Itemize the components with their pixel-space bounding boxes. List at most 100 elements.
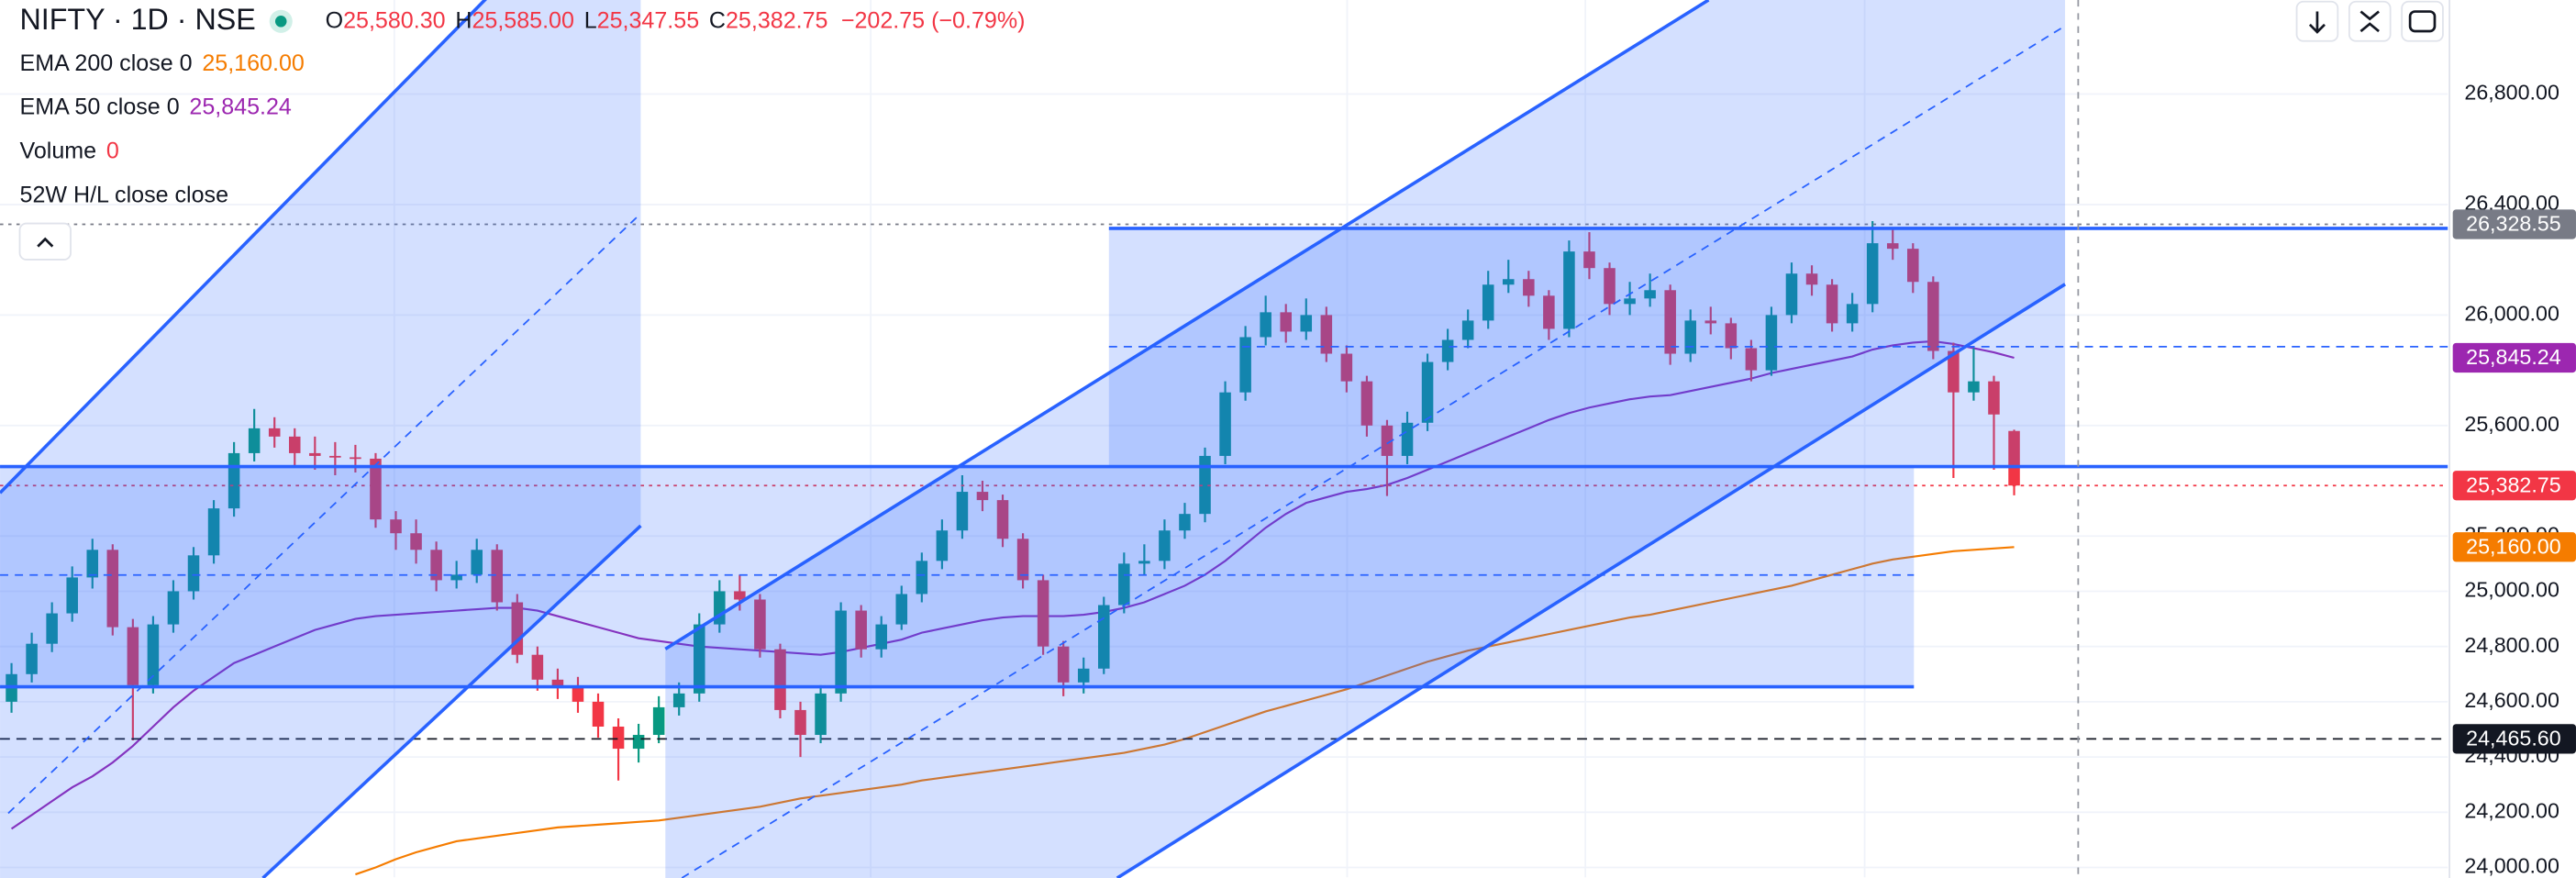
price-badge-label: 24,465.60 [2466,726,2561,750]
candle-body [1886,243,1899,250]
button-icon [2359,10,2380,33]
candle-body [632,735,645,750]
channel-fill [0,0,641,878]
indicator: EMA 50 close 0 25,845.24 [20,94,292,119]
ohlc-key: L [584,7,597,33]
button-icon [2408,10,2437,33]
candle-body [1988,381,2000,415]
candle-body [1098,605,1110,669]
candle-body [895,594,908,625]
ema-line [10,339,2015,830]
price-badge [2452,471,2576,501]
candle-body [1280,312,1292,332]
candle-body [1785,273,1798,316]
candle-body [1300,315,1313,332]
candle-body [1704,320,1717,324]
candle-body [1765,315,1778,371]
candle-body [1199,455,1211,515]
candle-body [370,458,382,520]
candle-body [1604,268,1616,305]
candle-body [1441,339,1454,362]
candle-body [693,624,705,694]
candle-body [1583,251,1595,269]
candle-body [288,436,301,453]
indicator-name: Volume [20,138,97,163]
candle-body [754,599,766,650]
candle-body [1866,243,1879,305]
channel-line [0,0,487,495]
candle-body [1381,425,1393,456]
indicator: Volume 0 [20,138,119,163]
collapse-all-button[interactable] [2348,0,2392,42]
price-badge [2452,342,2576,373]
y-tick-label: 24,600.00 [2464,688,2559,712]
candle-body [167,591,180,625]
candle-body [1360,381,1373,426]
status-dot [274,16,287,28]
candle-body [855,610,867,650]
candle-body [1016,539,1029,581]
candle-body [1644,290,1656,299]
indicator-name: EMA 200 close 0 [20,50,193,75]
drawings [0,0,2448,878]
legend: NIFTY · 1D · NSE O25,580.30 H25,585.00 L25… [18,3,1026,261]
ohlc: O25,580.30 H25,585.00 L25,347.55 C25,382.75… [326,7,1026,33]
candle-body [1503,279,1515,285]
candle-body [430,550,442,581]
ohlc-change: −202.75 (−0.79%) [841,7,1026,33]
candle-body [652,706,665,736]
candle-body [127,627,139,685]
candle-body [410,533,422,550]
indicator-name: 52W H/L close close [20,182,229,207]
candle-body [956,492,969,531]
candle-body [794,709,806,736]
candle-body [390,519,402,534]
channel-line [1116,283,2066,878]
collapse-box[interactable] [18,222,72,261]
indicator-value: 0 [106,138,119,163]
candle-body [612,726,625,750]
candle-body [1684,320,1696,354]
collapse-button[interactable] [18,222,72,261]
candle-body [936,530,949,561]
candle-body [46,613,58,644]
toolbar [2295,0,2444,42]
y-tick-label: 25,600.00 [2464,412,2559,436]
candle-body [1968,381,1980,393]
grid [0,0,2448,878]
candle-body [875,624,887,650]
button-box[interactable] [2401,0,2444,42]
candle-body [734,591,746,600]
y-tick-label: 26,000.00 [2464,302,2559,326]
candle-body [774,649,786,710]
candle-body [66,577,78,614]
candle-body [1320,315,1333,354]
candle-body [1846,304,1859,324]
candle-body [491,550,504,603]
candle-body [1907,249,1919,283]
button-box[interactable] [2348,0,2392,42]
maximize-button[interactable] [2401,0,2444,42]
candle-body [1138,561,1150,564]
scroll-down-button[interactable] [2295,0,2339,42]
candle-body [1664,290,1676,354]
range-fill [0,466,1915,687]
y-tick-label: 26,800.00 [2464,81,2559,105]
candle-body [1482,284,1494,321]
candle-body [1037,580,1049,647]
price-axis: 24,000.0024,200.0024,400.0024,600.0024,8… [2448,0,2576,878]
candle-body [1340,353,1353,382]
candle-body [835,610,847,694]
channel-mid [7,213,642,815]
y-tick-label: 25,000.00 [2464,578,2559,602]
candle-body [106,550,119,628]
range-fill [1108,228,2066,467]
candle-body [1805,273,1818,285]
candle-body [1826,284,1838,324]
button-icon [2308,11,2326,34]
candle-body [672,693,685,707]
symbol: NIFTY · 1D · NSE [20,3,256,36]
